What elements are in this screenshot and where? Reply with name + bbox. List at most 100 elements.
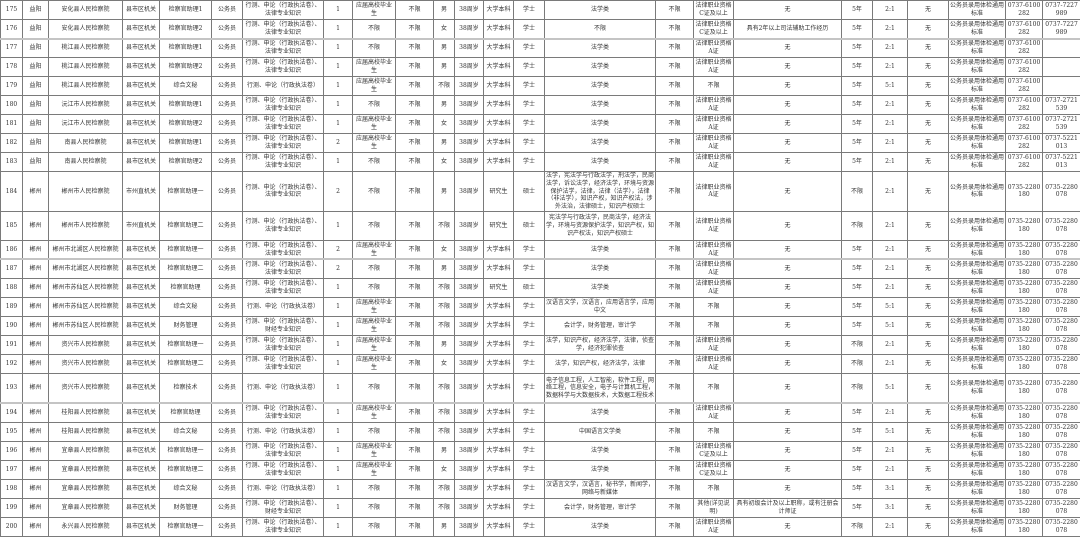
- cell-position-type: 公务员: [212, 460, 243, 479]
- cell-hiring-count: 1: [324, 1, 353, 20]
- cell-major: 法学类: [545, 1, 656, 20]
- cell-agency-level: 县市区机关: [123, 517, 160, 536]
- cell-experience: 不限: [656, 172, 694, 212]
- cell-contact-phone-1: 0735-2280180: [1006, 259, 1043, 278]
- cell-education: 大学本科: [484, 1, 514, 20]
- cell-city: 郴州: [23, 240, 49, 259]
- cell-min-service-years: 5年: [842, 153, 873, 172]
- cell-exam-subjects: 行测、申论（行政执法卷）、法律专业知识: [243, 354, 324, 373]
- cell-political-status: 不限: [396, 297, 434, 316]
- cell-position-type: 公务员: [212, 58, 243, 77]
- cell-hiring-count: 1: [324, 403, 353, 422]
- cell-hiring-count: 2: [324, 172, 353, 212]
- cell-gender: 不限: [434, 316, 455, 335]
- cell-employer: 宜章县人民检察院: [49, 441, 123, 460]
- cell-other-requirements: 无: [734, 403, 842, 422]
- cell-applicant-source: 应届高校毕业生: [353, 1, 396, 20]
- cell-city: 郴州: [23, 335, 49, 354]
- cell-age-limit: 38周岁: [455, 39, 484, 58]
- cell-hiring-count: 1: [324, 115, 353, 134]
- cell-physical-exam-standard: 公务员录用体检通用标准: [949, 96, 1006, 115]
- cell-position-type: 公务员: [212, 479, 243, 498]
- cell-position-name: 检察官助理1: [160, 96, 212, 115]
- cell-gender: 不限: [434, 403, 455, 422]
- cell-city: 益阳: [23, 134, 49, 153]
- cell-contact-phone-2: 0735-2280078: [1043, 316, 1080, 335]
- cell-city: 郴州: [23, 403, 49, 422]
- cell-exam-subjects: 行测、申论（行政执法卷）、法律专业知识: [243, 259, 324, 278]
- cell-hiring-count: 1: [324, 153, 353, 172]
- cell-degree: 硕士: [514, 211, 545, 240]
- cell-contact-phone-1: 0735-2280180: [1006, 354, 1043, 373]
- cell-degree: 学士: [514, 20, 545, 39]
- cell-position-name: 检察官助理2: [160, 58, 212, 77]
- cell-major: 法学，宪法学与行政法学，刑法学，民商法学，诉讼法学，经济法学，环境与资源保护法学…: [545, 172, 656, 212]
- cell-major: 法学类: [545, 403, 656, 422]
- cell-contact-phone-2: 0735-2280078: [1043, 354, 1080, 373]
- cell-position-type: 公务员: [212, 403, 243, 422]
- cell-row-number: 198: [1, 479, 23, 498]
- cell-education: 大学本科: [484, 153, 514, 172]
- cell-political-status: 不限: [396, 460, 434, 479]
- cell-certificate: 法律职业资格A证: [694, 153, 734, 172]
- cell-min-service-years: 不限: [842, 172, 873, 212]
- cell-contact-phone-2: 0735-2280078: [1043, 259, 1080, 278]
- cell-age-limit: 38周岁: [455, 517, 484, 536]
- cell-hiring-count: 2: [324, 259, 353, 278]
- cell-row-number: 185: [1, 211, 23, 240]
- cell-exam-subjects: 行测、申论（行政执法卷）: [243, 422, 324, 441]
- cell-agency-level: 县市区机关: [123, 335, 160, 354]
- cell-political-status: 不限: [396, 403, 434, 422]
- cell-agency-level: 县市区机关: [123, 278, 160, 297]
- cell-political-status: 不限: [396, 96, 434, 115]
- cell-position-type: 公务员: [212, 172, 243, 212]
- cell-education: 研究生: [484, 278, 514, 297]
- cell-min-service-years: 5年: [842, 278, 873, 297]
- cell-contact-phone-1: 0735-2280180: [1006, 441, 1043, 460]
- cell-major: 法学类: [545, 115, 656, 134]
- cell-major: 电子信息工程，人工智能，软件工程，网络工程，信息安全，电子与计算机工程，数据科学…: [545, 373, 656, 403]
- cell-agency-level: 市州直机关: [123, 172, 160, 212]
- cell-physical-exam-standard: 公务员录用体检通用标准: [949, 479, 1006, 498]
- cell-agency-level: 县市区机关: [123, 96, 160, 115]
- cell-political-status: 不限: [396, 20, 434, 39]
- cell-row-number: 176: [1, 20, 23, 39]
- cell-interview-ratio: 5:1: [873, 297, 908, 316]
- cell-degree: 学士: [514, 115, 545, 134]
- cell-education: 大学本科: [484, 422, 514, 441]
- cell-applicant-source: 应届高校毕业生: [353, 335, 396, 354]
- cell-major: 法学类: [545, 153, 656, 172]
- cell-contact-phone-2: 0735-2280078: [1043, 441, 1080, 460]
- cell-contact-phone-1: 0737-6100282: [1006, 77, 1043, 96]
- cell-employer: 安化县人民检察院: [49, 20, 123, 39]
- cell-contact-phone-2: [1043, 58, 1080, 77]
- cell-position-type: 公务员: [212, 20, 243, 39]
- cell-contact-phone-1: 0735-2280180: [1006, 422, 1043, 441]
- cell-interview-ratio: 2:1: [873, 517, 908, 536]
- cell-interview-ratio: 2:1: [873, 172, 908, 212]
- cell-interview-ratio: 2:1: [873, 354, 908, 373]
- cell-contact-phone-1: 0735-2280180: [1006, 297, 1043, 316]
- cell-exam-subjects: 行测、申论（行政执法卷）、法律专业知识: [243, 441, 324, 460]
- cell-row-number: 200: [1, 517, 23, 536]
- cell-education: 研究生: [484, 172, 514, 212]
- cell-special-requirements: 无: [908, 316, 949, 335]
- cell-employer: 南县人民检察院: [49, 134, 123, 153]
- cell-special-requirements: 无: [908, 1, 949, 20]
- cell-experience: 不限: [656, 403, 694, 422]
- cell-education: 大学本科: [484, 441, 514, 460]
- cell-min-service-years: 5年: [842, 1, 873, 20]
- cell-education: 大学本科: [484, 77, 514, 96]
- cell-position-name: 检察技术: [160, 373, 212, 403]
- cell-employer: 沅江市人民检察院: [49, 96, 123, 115]
- cell-certificate: 不限: [694, 297, 734, 316]
- cell-row-number: 184: [1, 172, 23, 212]
- cell-position-name: 综合文秘: [160, 77, 212, 96]
- cell-certificate: 不限: [694, 316, 734, 335]
- cell-applicant-source: 不限: [353, 96, 396, 115]
